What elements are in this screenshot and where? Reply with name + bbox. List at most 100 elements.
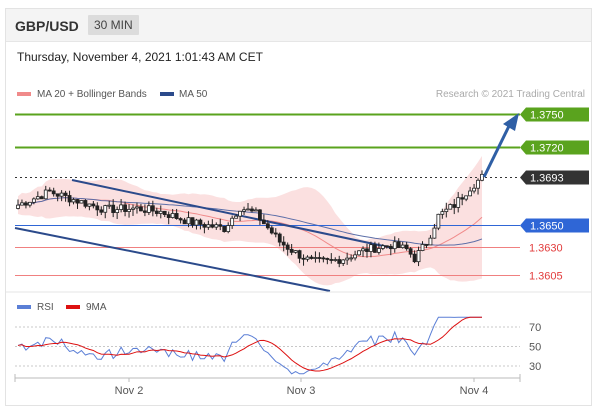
candle-4: [31, 197, 36, 205]
rsi-tick-0: 70: [529, 322, 541, 334]
candle-72: [301, 254, 306, 266]
candle-29: [131, 204, 135, 216]
candle-94: [388, 243, 393, 256]
candle-103: [424, 244, 429, 249]
level-label-1: 1.3720: [530, 143, 564, 155]
candle-48: [206, 220, 211, 230]
candle-37: [162, 210, 167, 218]
chart-datetime: Thursday, November 4, 2021 1:01:43 AM CE…: [17, 50, 263, 64]
candle-43: [186, 211, 191, 228]
candle-83: [345, 252, 350, 265]
candle-95: [392, 236, 397, 253]
candle-79: [329, 253, 334, 264]
candle-67: [281, 236, 286, 252]
candle-73: [305, 255, 310, 262]
candle-17: [83, 199, 88, 209]
candle-45: [194, 218, 199, 230]
candle-96: [396, 238, 401, 249]
candle-64: [269, 225, 274, 235]
candle-35: [154, 207, 159, 217]
candle-63: [265, 220, 270, 230]
candle-111: [456, 192, 461, 213]
candle-104: [428, 235, 433, 246]
candle-93: [384, 245, 389, 249]
candle-77: [321, 256, 326, 263]
arrow-shaft: [482, 123, 512, 178]
candle-57: [242, 206, 246, 215]
rsi-ma9-line: [17, 316, 482, 372]
candle-23: [107, 200, 112, 209]
candle-39: [170, 209, 175, 219]
candle-32: [143, 204, 147, 217]
candle-8: [47, 187, 52, 192]
candle-2: [24, 200, 28, 209]
candle-52: [222, 225, 227, 233]
candle-53: [226, 222, 231, 234]
candle-11: [59, 190, 64, 202]
candle-92: [380, 244, 385, 251]
candle-15: [75, 198, 80, 209]
candle-16: [79, 199, 84, 204]
candle-22: [103, 204, 108, 219]
channel-upper-line: [71, 179, 394, 249]
level-label-2: 1.3693: [530, 173, 564, 185]
level-tag-3: [520, 218, 589, 233]
legend-ma50: MA 50: [179, 89, 208, 100]
candle-24: [111, 199, 116, 218]
candle-56: [238, 210, 242, 222]
candle-19: [91, 201, 96, 209]
candle-97: [400, 241, 405, 249]
rsi-tick-1: 50: [529, 342, 541, 354]
forecast-arrow: [482, 113, 519, 178]
candle-10: [55, 193, 60, 202]
candle-102: [420, 241, 425, 252]
timeframe-badge[interactable]: 30 MIN: [88, 15, 139, 35]
candle-40: [174, 208, 179, 220]
candle-87: [361, 246, 365, 257]
legend-swatch-9ma: [66, 305, 80, 309]
candle-36: [158, 205, 163, 219]
candle-84: [349, 254, 354, 262]
candle-89: [369, 241, 373, 258]
legend-9ma: 9MA: [86, 302, 107, 313]
channel-lower-line: [14, 227, 331, 292]
candle-90: [373, 241, 377, 253]
legend-swatch-bollinger: [17, 92, 31, 96]
level-tag-1: [520, 140, 589, 155]
candle-59: [250, 206, 254, 213]
candle-25: [115, 206, 120, 220]
legend-swatch-rsi: [17, 305, 31, 309]
candle-80: [333, 257, 338, 262]
candle-81: [337, 255, 342, 268]
candle-54: [230, 215, 235, 229]
candle-1: [20, 199, 24, 206]
candle-99: [408, 247, 413, 258]
x-tick-label-1: Nov 3: [287, 385, 316, 397]
candle-31: [139, 203, 143, 212]
candle-65: [273, 228, 278, 238]
candle-113: [464, 195, 469, 202]
arrow-head: [503, 113, 519, 131]
candle-69: [289, 243, 294, 256]
candle-116: [476, 178, 480, 195]
candle-26: [119, 198, 124, 213]
candle-115: [472, 184, 476, 194]
candle-7: [43, 185, 48, 200]
candle-109: [448, 203, 453, 210]
candle-75: [313, 251, 318, 263]
level-label-0: 1.3750: [530, 110, 564, 122]
x-tick-label-2: Nov 4: [460, 385, 489, 397]
candle-33: [146, 201, 151, 216]
candle-60: [254, 207, 258, 212]
candle-117: [480, 170, 484, 182]
candle-78: [325, 257, 330, 265]
candle-71: [297, 249, 302, 264]
level-label-3: 1.3650: [530, 221, 564, 233]
candle-82: [341, 259, 346, 267]
candle-62: [261, 214, 266, 225]
candle-91: [376, 242, 381, 255]
candle-13: [67, 190, 72, 207]
candle-106: [436, 213, 441, 231]
candle-101: [416, 246, 421, 267]
